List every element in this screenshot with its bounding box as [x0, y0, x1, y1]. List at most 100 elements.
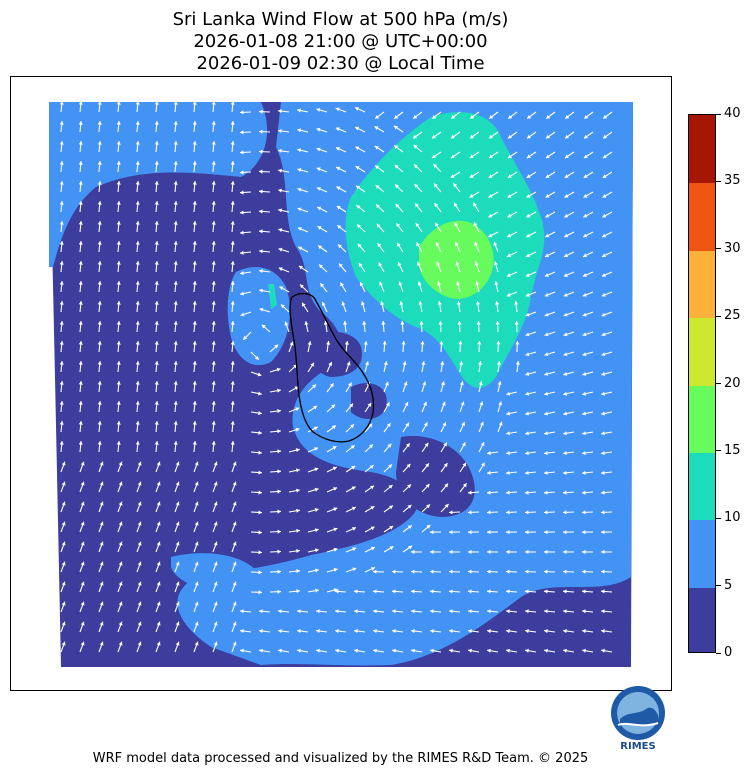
colorbar-tick: [716, 585, 721, 587]
wind-arrow-head: [259, 307, 264, 312]
wind-arrow-head: [526, 233, 531, 238]
wind-arrow-head: [278, 629, 282, 634]
wind-arrow-head: [352, 527, 356, 531]
wind-arrow-head: [489, 134, 493, 139]
wind-arrow-head: [295, 407, 300, 412]
wind-arrow-head: [506, 648, 510, 653]
wind-arrow-head: [259, 189, 263, 194]
wind-arrow-head: [583, 233, 588, 238]
colorbar-tick: [716, 383, 721, 384]
wind-arrow-head: [582, 648, 586, 653]
wind-arrow-head: [468, 569, 472, 574]
wind-arrow-head: [407, 525, 412, 530]
wind-arrow-head: [135, 421, 140, 425]
wind-arrow-head: [544, 629, 548, 634]
wind-arrow-head: [59, 341, 64, 345]
wind-arrow-head: [240, 150, 244, 155]
wind-arrow-head: [435, 222, 439, 227]
wind-arrow-head: [259, 209, 263, 214]
wind-arrow-head: [78, 221, 83, 225]
wind-arrow-head: [601, 609, 605, 614]
wind-arrow-head: [601, 490, 605, 495]
wind-arrow-head: [396, 223, 400, 228]
wind-arrow-head: [59, 441, 64, 445]
speed-region-15-20: [419, 220, 494, 299]
wind-arrow-head: [277, 409, 281, 414]
wind-arrow-head: [175, 561, 180, 566]
wind-arrow-head: [154, 181, 159, 185]
wind-arrow-head: [296, 488, 300, 493]
wind-arrow-head: [118, 641, 123, 646]
sri-lanka-coastline: [289, 292, 375, 443]
wind-arrow-head: [498, 421, 503, 426]
wind-arrow-head: [351, 506, 356, 511]
wind-arrow-head: [135, 321, 140, 325]
wind-arrow-head: [230, 421, 235, 425]
wind-arrow-head: [137, 641, 142, 646]
wind-arrow-head: [468, 648, 472, 653]
wind-arrow-head: [563, 510, 567, 515]
wind-arrow-head: [603, 114, 608, 119]
wind-arrow-head: [116, 121, 121, 125]
wind-arrow-head: [99, 601, 104, 606]
wind-arrow-head: [544, 292, 549, 297]
wind-arrow-head: [243, 335, 248, 340]
wind-arrow-head: [507, 174, 512, 178]
wind-arrow-head: [507, 233, 512, 238]
wind-arrow-head: [386, 423, 391, 428]
wind-arrow-head: [544, 451, 548, 456]
wind-arrow-head: [232, 461, 237, 466]
wind-arrow-head: [258, 391, 262, 396]
wind-arrow-head: [156, 461, 161, 466]
wind-arrow-head: [563, 490, 567, 495]
wind-arrow-head: [59, 261, 64, 265]
wind-arrow-head: [370, 485, 374, 490]
wind-arrow-head: [194, 541, 199, 546]
wind-arrow-head: [173, 441, 178, 445]
colorbar-band-0: [689, 586, 715, 652]
wind-arrow-head: [59, 301, 64, 305]
wind-arrow-head: [173, 281, 178, 285]
wind-arrow-head: [173, 261, 178, 265]
wind-arrow-head: [430, 629, 434, 634]
wind-arrow-head: [278, 267, 283, 272]
wind-arrow-head: [359, 282, 364, 287]
wind-arrow-head: [194, 601, 199, 606]
wind-arrow-head: [479, 401, 484, 406]
wind-arrow-head: [277, 569, 281, 574]
wind-arrow-head: [582, 510, 586, 515]
wind-arrow-head: [440, 361, 445, 365]
wind-arrow-head: [232, 481, 237, 486]
wind-arrow-head: [194, 621, 199, 626]
wind-arrow-head: [316, 167, 321, 172]
wind-arrow-head: [525, 391, 530, 396]
wind-arrow-head: [357, 243, 362, 248]
wind-arrow-head: [582, 470, 586, 475]
wind-arrow-head: [430, 609, 434, 614]
wind-arrow-head: [367, 402, 372, 407]
wind-arrow-head: [116, 441, 121, 445]
wind-arrow-head: [258, 470, 262, 475]
wind-arrow-head: [403, 381, 408, 386]
wind-arrow-head: [194, 481, 199, 486]
wind-arrow-head: [61, 601, 66, 606]
wind-arrow-head: [525, 451, 529, 456]
wind-arrow-head: [97, 341, 102, 345]
wind-arrow-head: [601, 530, 605, 535]
wind-arrow-head: [259, 269, 263, 274]
colorbar-tick: [716, 113, 721, 115]
wind-arrow-head: [173, 201, 178, 205]
wind-arrow-head: [355, 146, 360, 151]
wind-map: [49, 101, 633, 667]
wind-arrow-head: [240, 291, 244, 296]
wind-arrow-head: [297, 648, 301, 653]
wind-arrow-head: [240, 170, 244, 175]
wind-arrow-head: [194, 581, 199, 586]
wind-arrow-head: [454, 222, 459, 227]
wind-arrow-head: [230, 301, 235, 305]
wind-arrow-head: [230, 261, 235, 265]
wind-arrow-head: [175, 481, 180, 486]
wind-arrow-head: [78, 341, 83, 345]
wind-arrow-head: [488, 233, 493, 238]
wind-arrow-head: [507, 154, 512, 159]
